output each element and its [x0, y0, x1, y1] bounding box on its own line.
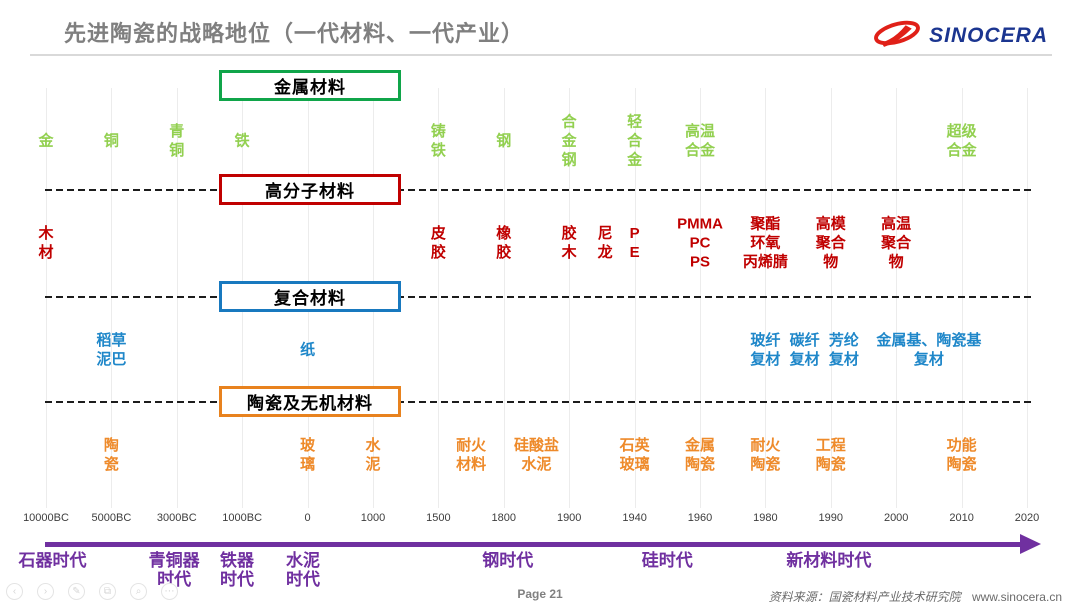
- material-label: 金属 陶瓷: [684, 437, 716, 473]
- material-label: PMMA PC PS: [677, 215, 723, 271]
- axis-tick-label: 1000: [360, 512, 386, 524]
- gridline: [830, 88, 832, 508]
- material-label: 耐火 材料: [456, 437, 487, 473]
- material-label: 胶木: [561, 225, 577, 261]
- material-label: 玻璃: [300, 437, 316, 473]
- material-label: 水泥: [365, 437, 381, 473]
- title-divider: [30, 54, 1052, 56]
- material-label: 超级 合金: [946, 123, 977, 159]
- material-label: 石英 玻璃: [619, 437, 650, 473]
- material-label: 稻草 泥巴: [96, 332, 127, 368]
- material-label: 芳纶 复材: [828, 332, 859, 368]
- category-box: 高分子材料: [219, 174, 401, 205]
- material-label: 尼龙: [597, 225, 613, 261]
- source-text: 资料来源：国瓷材料产业技术研究院: [768, 590, 961, 604]
- slides-icon[interactable]: ⧉: [99, 583, 116, 600]
- axis-tick-label: 1940: [622, 512, 647, 524]
- material-label: 木材: [38, 225, 54, 261]
- era-label: 石器时代: [18, 551, 87, 570]
- axis-tick-label: 10000BC: [23, 512, 69, 524]
- gridline: [765, 88, 767, 508]
- source-url[interactable]: www.sinocera.cn: [971, 590, 1062, 604]
- material-label: 陶瓷: [103, 437, 119, 473]
- next-icon[interactable]: ›: [37, 583, 54, 600]
- slide-title: 先进陶瓷的战略地位（一代材料、一代产业）: [64, 21, 525, 46]
- material-label: 橡胶: [496, 225, 512, 261]
- material-label: 高温 合金: [684, 123, 716, 159]
- axis-tick-label: 2000: [883, 512, 909, 524]
- material-label: 高温 聚合物: [881, 215, 912, 271]
- category-dashed-line: [45, 296, 1031, 298]
- gridline: [111, 88, 113, 508]
- material-label: 玻纤 复材: [750, 332, 781, 368]
- category-dashed-line: [45, 401, 1031, 403]
- material-label: 铁: [234, 132, 250, 150]
- material-label: 功能 陶瓷: [946, 437, 977, 473]
- material-label: 金属基、陶瓷基 复材: [876, 332, 982, 368]
- gridline: [46, 88, 47, 508]
- material-label: 纸: [300, 341, 316, 359]
- source-credit: 资料来源：国瓷材料产业技术研究院 www.sinocera.cn: [769, 588, 1062, 605]
- axis-tick-label: 1800: [491, 512, 517, 524]
- viewer-controls: ‹ › ✎ ⧉ ⌕ ⋯: [6, 583, 178, 600]
- category-box: 复合材料: [219, 281, 401, 312]
- material-label: 金: [38, 132, 54, 150]
- gridline: [569, 88, 571, 508]
- era-label: 硅时代: [641, 551, 693, 570]
- gridline: [961, 88, 963, 508]
- material-label: 青铜: [169, 123, 185, 159]
- gridline: [438, 88, 440, 508]
- material-label: 铸铁: [430, 123, 446, 159]
- axis-tick-label: 1980: [753, 512, 778, 524]
- sinocera-swoosh-icon: [871, 15, 923, 56]
- era-label: 新材料时代: [786, 551, 872, 570]
- axis-tick-label: 1960: [687, 512, 713, 524]
- material-label: 皮胶: [430, 225, 446, 261]
- era-label: 铁器 时代: [219, 551, 254, 589]
- material-label: 聚酯 环氧 丙烯腈: [742, 215, 788, 271]
- axis-tick-label: 3000BC: [156, 512, 197, 524]
- gridline: [503, 88, 505, 508]
- page-number: Page 21: [517, 587, 563, 601]
- era-label: 钢时代: [482, 551, 534, 570]
- zoom-icon[interactable]: ⌕: [130, 583, 147, 600]
- axis-tick-label: 1990: [818, 512, 844, 524]
- axis-tick-label: 2010: [949, 512, 974, 524]
- timeline-axis-arrowhead-icon: [1020, 534, 1041, 554]
- logo-text: SINOCERA: [929, 23, 1048, 47]
- axis-tick-label: 1500: [426, 512, 451, 524]
- category-dashed-line: [45, 189, 1031, 191]
- material-label: 高模 聚合物: [815, 215, 846, 271]
- axis-tick-label: 2020: [1014, 512, 1040, 524]
- axis-tick-label: 1000BC: [222, 512, 263, 524]
- company-logo: SINOCERA: [871, 15, 1048, 56]
- previous-icon[interactable]: ‹: [6, 583, 23, 600]
- material-label: 耐火 陶瓷: [750, 437, 781, 473]
- axis-tick-label: 1900: [556, 512, 582, 524]
- category-box: 陶瓷及无机材料: [219, 386, 401, 417]
- material-label: 轻合金: [627, 113, 643, 169]
- gridline: [896, 88, 898, 508]
- gridline: [176, 88, 178, 508]
- axis-tick-label: 0: [304, 512, 311, 524]
- material-label: 工程 陶瓷: [815, 437, 846, 473]
- axis-tick-label: 5000BC: [91, 512, 132, 524]
- gridline: [700, 88, 701, 508]
- gridline: [1027, 88, 1028, 508]
- era-label: 水泥 时代: [286, 551, 321, 589]
- material-label: 钢: [496, 132, 512, 150]
- more-icon[interactable]: ⋯: [161, 583, 178, 600]
- material-label: 硅酸盐 水泥: [513, 437, 560, 473]
- material-label: 合金钢: [561, 113, 577, 169]
- gridline: [634, 88, 636, 508]
- material-label: 铜: [103, 132, 119, 150]
- timeline-axis-arrow: [45, 542, 1023, 547]
- pen-icon[interactable]: ✎: [68, 583, 85, 600]
- category-box: 金属材料: [219, 70, 401, 101]
- material-label: 碳纤 复材: [789, 332, 820, 368]
